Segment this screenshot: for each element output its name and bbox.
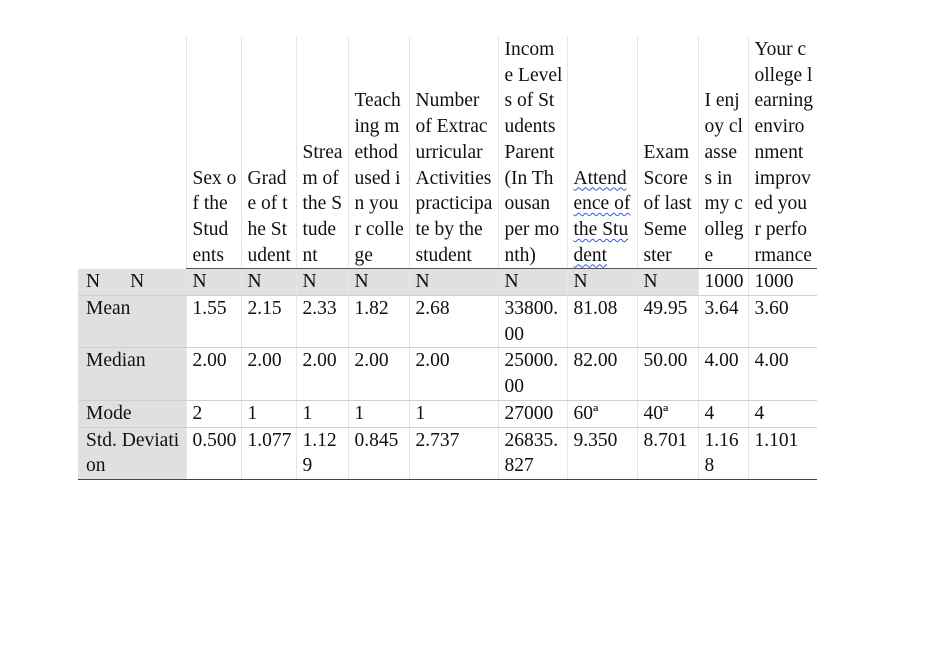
table-row-mean: Mean 1.55 2.15 2.33 1.82 2.68 33800.00 8… bbox=[78, 295, 817, 349]
column-header-extracurricular: Number of Extracurricular Activities pra… bbox=[408, 37, 498, 270]
column-header-exam-score: Exam Score of last Semester bbox=[636, 37, 698, 270]
table-cell: 4.00 bbox=[697, 347, 748, 401]
table-cell: N bbox=[240, 268, 296, 297]
table-cell: 49.95 bbox=[636, 295, 698, 349]
table-cell: 2.00 bbox=[408, 347, 498, 401]
table-cell: N bbox=[347, 268, 409, 297]
table-cell: 9.350 bbox=[566, 427, 637, 480]
row-label-median: Median bbox=[78, 347, 186, 401]
table-cell: N bbox=[185, 268, 241, 297]
header-corner-cell bbox=[78, 37, 186, 269]
table-cell: 3.64 bbox=[697, 295, 748, 349]
table-cell: 27000 bbox=[497, 400, 567, 428]
table-row-std-deviation: Std. Deviation 0.500 1.077 1.129 0.845 2… bbox=[78, 427, 817, 480]
table-cell: N bbox=[566, 268, 637, 297]
column-header-teaching-method: Teaching method used in your college bbox=[347, 37, 409, 270]
column-header-sex: Sex of the Students bbox=[185, 37, 241, 270]
table-cell: 1000 bbox=[747, 268, 817, 297]
table-cell: 40ª bbox=[636, 400, 698, 428]
table-cell: 2.737 bbox=[408, 427, 498, 480]
column-header-learning-environment: Your college learning environment improv… bbox=[747, 37, 817, 270]
column-header-income-level: Income Levels of Students Parent (In Tho… bbox=[497, 37, 567, 270]
header-row: Sex of the Students Grade of the Student… bbox=[78, 37, 817, 270]
table-cell: 2.15 bbox=[240, 295, 296, 349]
table-cell: 81.08 bbox=[566, 295, 637, 349]
row-label-std-deviation: Std. Deviation bbox=[78, 427, 186, 480]
table-cell: 1.077 bbox=[240, 427, 296, 480]
column-header-enjoy-classes: I enjoy classes in my college bbox=[697, 37, 748, 270]
table-cell: N bbox=[497, 268, 567, 297]
table-cell: 4 bbox=[747, 400, 817, 428]
table-cell: N bbox=[295, 268, 348, 297]
table-cell: 25000.00 bbox=[497, 347, 567, 401]
table-cell: 82.00 bbox=[566, 347, 637, 401]
table-row-median: Median 2.00 2.00 2.00 2.00 2.00 25000.00… bbox=[78, 347, 817, 401]
table-cell: 0.845 bbox=[347, 427, 409, 480]
table-cell: 1 bbox=[240, 400, 296, 428]
table-cell: 1.129 bbox=[295, 427, 348, 480]
table-cell: 4 bbox=[697, 400, 748, 428]
table-cell: 2.00 bbox=[295, 347, 348, 401]
column-header-attendance: Attendence of the Student bbox=[566, 37, 637, 270]
table-cell: 2.00 bbox=[347, 347, 409, 401]
table-cell: 0.500 bbox=[185, 427, 241, 480]
table-cell: 8.701 bbox=[636, 427, 698, 480]
table-row-mode: Mode 2 1 1 1 1 27000 60ª 40ª 4 4 bbox=[78, 400, 817, 428]
column-header-grade: Grade of the Student bbox=[240, 37, 296, 270]
table-cell: 1.55 bbox=[185, 295, 241, 349]
table-cell: 2.00 bbox=[185, 347, 241, 401]
table-cell: 2.00 bbox=[240, 347, 296, 401]
table-cell: 1 bbox=[347, 400, 409, 428]
column-header-attendance-text: Attendence of the Student bbox=[573, 167, 631, 266]
table-cell: N bbox=[636, 268, 698, 297]
row-label-mean: Mean bbox=[78, 295, 186, 349]
table-cell: 1 bbox=[408, 400, 498, 428]
table-cell: 2.33 bbox=[295, 295, 348, 349]
table-cell: 1.82 bbox=[347, 295, 409, 349]
row-label-n-1: N bbox=[86, 270, 101, 292]
column-header-stream: Stream of the Student bbox=[295, 37, 348, 270]
table-cell: 33800.00 bbox=[497, 295, 567, 349]
table-cell: 50.00 bbox=[636, 347, 698, 401]
table-cell: 60ª bbox=[566, 400, 637, 428]
table-cell: 4.00 bbox=[747, 347, 817, 401]
column-header-income-level-text: Income Levels of Students Parent (In Tho… bbox=[504, 39, 563, 266]
table-cell: 26835.827 bbox=[497, 427, 567, 480]
table-cell: N bbox=[408, 268, 498, 297]
table-cell: 2 bbox=[185, 400, 241, 428]
table-cell: 1.101 bbox=[747, 427, 817, 480]
row-label-mode: Mode bbox=[78, 400, 186, 428]
table-cell: 1 bbox=[295, 400, 348, 428]
table-cell: 1000 bbox=[697, 268, 748, 297]
table-cell: 1.168 bbox=[697, 427, 748, 480]
row-label-n-2: N bbox=[130, 270, 145, 292]
table-cell: 2.68 bbox=[408, 295, 498, 349]
descriptive-statistics-table: Sex of the Students Grade of the Student… bbox=[78, 37, 817, 480]
column-header-extracurricular-text: Number of Extracurricular Activities pra… bbox=[415, 90, 493, 266]
table-cell: 3.60 bbox=[747, 295, 817, 349]
